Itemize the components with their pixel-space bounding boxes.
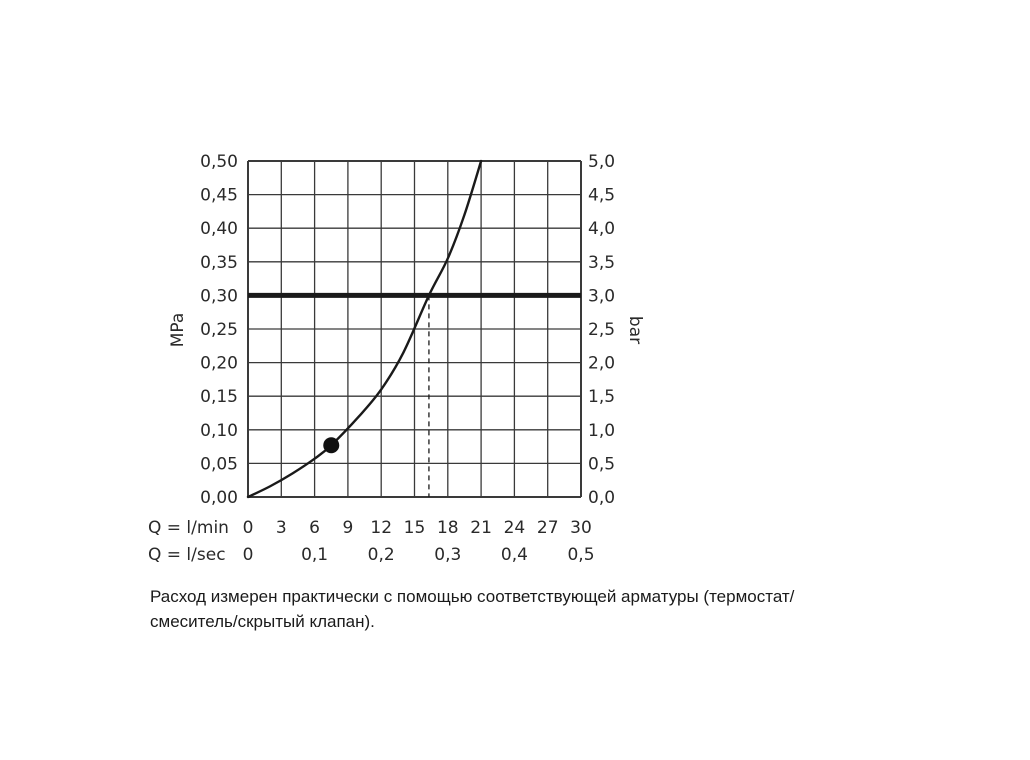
x-axis-secondary-label: Q = l/sec bbox=[148, 545, 226, 565]
x-axis-primary-tick-label: 9 bbox=[342, 518, 353, 538]
left-axis-tick-label: 0,10 bbox=[200, 421, 238, 441]
left-axis-tick-label: 0,45 bbox=[200, 186, 238, 206]
x-axis-secondary-tick-label: 0,1 bbox=[301, 545, 328, 565]
left-axis-ticks: 0,00 0,05 0,10 0,15 0,20 0,25 0,30 0,35 0,40 0,45… bbox=[200, 152, 238, 508]
x-axis-secondary-tick-label: 0 bbox=[243, 545, 254, 565]
x-axis-primary-tick-label: 24 bbox=[504, 518, 526, 538]
right-axis-tick-label: 2,5 bbox=[588, 320, 615, 340]
curve-group bbox=[246, 159, 483, 499]
x-axis-primary-tick-label: 3 bbox=[276, 518, 287, 538]
x-axis-secondary-tick-label: 0,2 bbox=[368, 545, 395, 565]
left-axis-tick-label: 0,40 bbox=[200, 219, 238, 239]
left-axis-tick-label: 0,35 bbox=[200, 253, 238, 273]
left-axis-tick-label: 0,20 bbox=[200, 354, 238, 374]
caption-line-2: смеситель/скрытый клапан). bbox=[150, 612, 375, 631]
right-axis-tick-label: 3,5 bbox=[588, 253, 615, 273]
x-axis-primary-label: Q = l/min bbox=[148, 518, 229, 538]
x-axis-secondary-tick-label: 0,3 bbox=[434, 545, 461, 565]
right-axis-tick-label: 4,5 bbox=[588, 186, 615, 206]
right-axis-title: bar bbox=[625, 316, 645, 344]
x-axis-primary-tick-label: 12 bbox=[370, 518, 392, 538]
right-axis-tick-label: 1,5 bbox=[588, 387, 615, 407]
reference-lines bbox=[248, 292, 581, 497]
x-axis-primary-tick-label: 0 bbox=[243, 518, 254, 538]
right-axis-tick-label: 5,0 bbox=[588, 152, 615, 172]
x-axis-primary-tick-label: 21 bbox=[470, 518, 492, 538]
right-axis-tick-label: 2,0 bbox=[588, 354, 615, 374]
x-axis-primary-tick-label: 6 bbox=[309, 518, 320, 538]
x-axis-primary-tick-label: 27 bbox=[537, 518, 559, 538]
x-axis-primary-ticks: 0 3 6 9 12 15 18 21 24 27 30 bbox=[243, 518, 592, 538]
right-axis-tick-label: 0,5 bbox=[588, 454, 615, 474]
x-axis-secondary-tick-label: 0,4 bbox=[501, 545, 528, 565]
flow-curve bbox=[246, 159, 483, 499]
right-axis-tick-label: 1,0 bbox=[588, 421, 615, 441]
x-axis-primary-tick-label: 15 bbox=[404, 518, 426, 538]
x-axis-secondary-tick-label: 0,5 bbox=[567, 545, 594, 565]
left-axis-tick-label: 0,05 bbox=[200, 454, 238, 474]
x-axis-primary-tick-label: 30 bbox=[570, 518, 592, 538]
right-axis-tick-label: 4,0 bbox=[588, 219, 615, 239]
left-axis-tick-label: 0,50 bbox=[200, 152, 238, 172]
right-axis-ticks: 0,0 0,5 1,0 1,5 2,0 2,5 3,0 3,5 4,0 4,5 5,0 bbox=[588, 152, 615, 508]
caption-line-1: Расход измерен практически с помощью соо… bbox=[150, 587, 795, 606]
right-axis-tick-label: 0,0 bbox=[588, 488, 615, 508]
left-axis-tick-label: 0,00 bbox=[200, 488, 238, 508]
chart-caption: Расход измерен практически с помощью соо… bbox=[150, 584, 950, 634]
left-axis-tick-label: 0,30 bbox=[200, 286, 238, 306]
left-axis-tick-label: 0,15 bbox=[200, 387, 238, 407]
x-axis-secondary-ticks: 0 0,1 0,2 0,3 0,4 0,5 bbox=[243, 545, 595, 565]
left-axis-title: MPa bbox=[168, 313, 188, 348]
curve-marker-point bbox=[323, 437, 340, 454]
right-axis-tick-label: 3,0 bbox=[588, 286, 615, 306]
x-axis-primary-tick-label: 18 bbox=[437, 518, 459, 538]
left-axis-tick-label: 0,25 bbox=[200, 320, 238, 340]
